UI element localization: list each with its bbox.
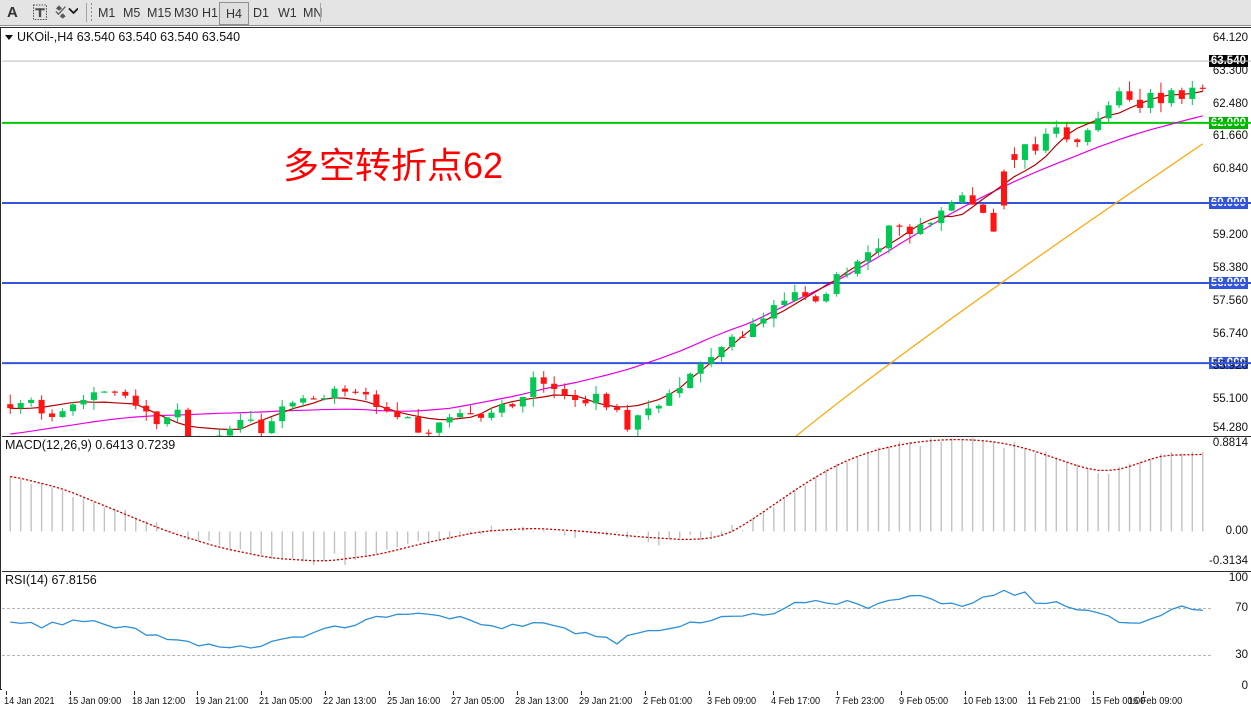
svg-text:多空转折点62: 多空转折点62 <box>283 145 503 186</box>
